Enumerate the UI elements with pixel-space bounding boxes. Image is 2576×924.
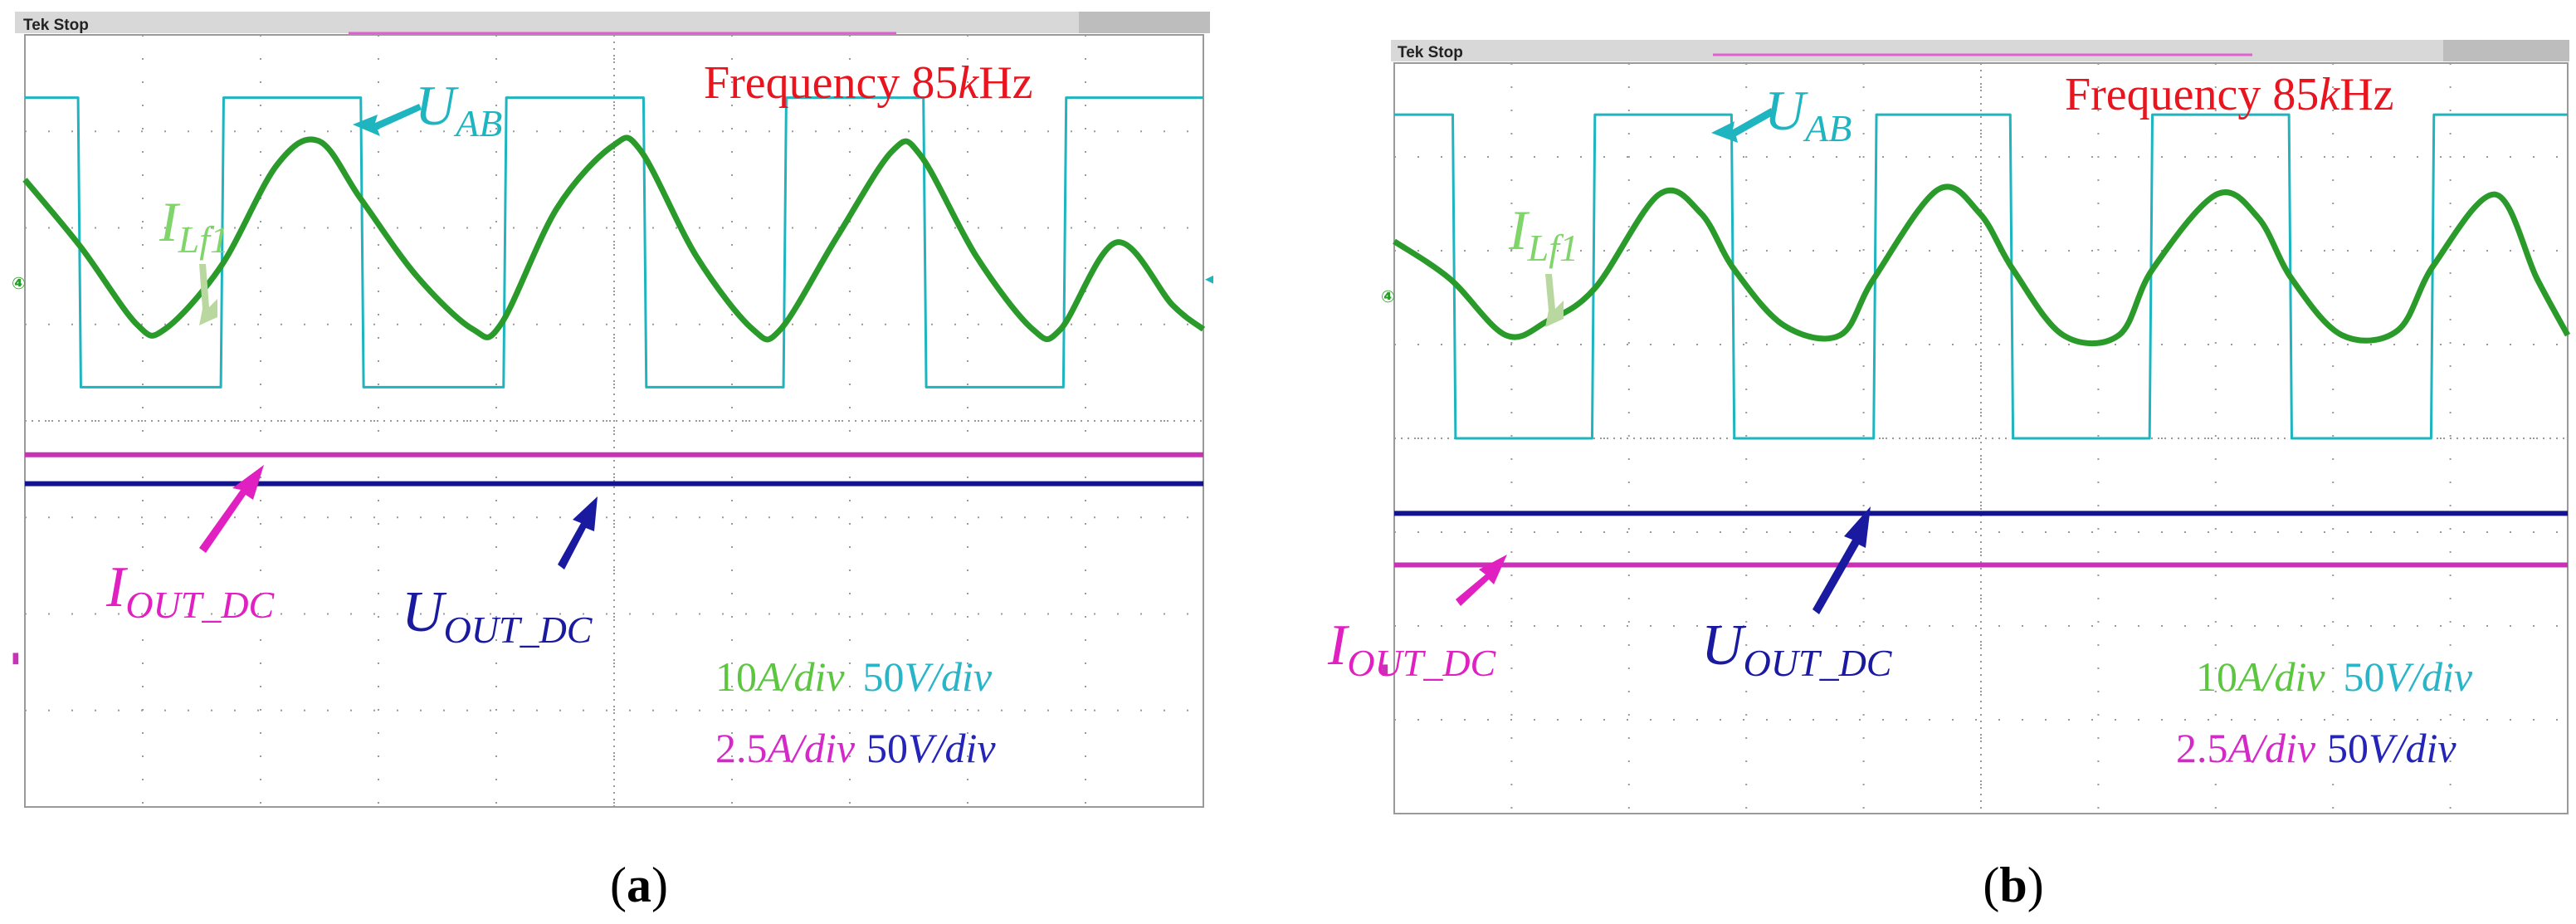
trace-i-lf1	[22, 134, 1206, 343]
oscilloscope-b: Tek Stop ⊕ ④ ▮ Frequency 85kHz UAB ILf1 …	[1298, 0, 2576, 924]
label-iout-dc: IOUT_DC	[105, 555, 276, 626]
arrow-iout-icon	[199, 465, 264, 553]
scale-row-2: 2.5A/div 50V/div	[2176, 725, 2456, 771]
arrow-uab-icon	[353, 104, 422, 136]
trace-u-ab	[25, 96, 1203, 389]
scale-row-2: 2.5A/div 50V/div	[715, 725, 996, 771]
oscilloscope-a: Tek Stop ⊕ ④ ▮ ◂ Frequency 85kHz UAB ILf…	[0, 0, 1278, 924]
label-uab: UAB	[415, 74, 502, 144]
scope-header: Tek Stop	[1398, 44, 1463, 61]
scope-header-bar	[1391, 40, 2569, 61]
scope-header-bar	[15, 12, 1210, 33]
frequency-title: Frequency 85kHz	[2065, 69, 2394, 120]
label-ilf1: ILf1	[1508, 198, 1578, 269]
arrow-uout-icon	[1812, 506, 1871, 614]
arrow-uab-icon	[1711, 108, 1774, 143]
channel-marker-4-icon: ④	[12, 275, 26, 293]
scope-panel-a: Tek Stop ⊕ ④ ▮ ◂ Frequency 85kHz UAB ILf…	[0, 0, 1278, 924]
scope-header-right	[2443, 40, 2569, 61]
channel-marker-4-icon: ④	[1381, 288, 1395, 306]
frequency-title: Frequency 85kHz	[704, 57, 1033, 109]
panel-label-a: (a)	[610, 858, 668, 912]
label-uout-dc: UOUT_DC	[1701, 614, 1893, 684]
scope-grid	[25, 35, 1203, 807]
channel-marker-3-icon: ▮	[1381, 661, 1389, 677]
label-uout-dc: UOUT_DC	[402, 580, 593, 651]
arrow-iout-icon	[1456, 555, 1507, 606]
ref-marker-icon: ◂	[1205, 270, 1213, 288]
label-ilf1: ILf1	[159, 190, 229, 261]
channel-marker-3-icon: ▮	[12, 649, 20, 666]
trace-u-ab	[1394, 113, 2568, 440]
arrow-ilf1-icon	[1545, 274, 1564, 327]
scope-grid	[1394, 63, 2568, 814]
traces	[1393, 113, 2571, 568]
scope-panel-b: Tek Stop ⊕ ④ ▮ Frequency 85kHz UAB ILf1 …	[1298, 0, 2576, 924]
label-iout-dc: IOUT_DC	[1327, 614, 1497, 684]
scale-row-1: 10A/div 50V/div	[2196, 653, 2473, 700]
traces	[22, 96, 1206, 486]
scope-header-right	[1079, 12, 1210, 33]
panel-label-b: (b)	[1983, 858, 2043, 912]
scale-row-1: 10A/div 50V/div	[715, 653, 993, 700]
arrow-uout-icon	[558, 496, 598, 570]
scope-header: Tek Stop	[23, 17, 89, 34]
arrow-ilf1-icon	[199, 264, 217, 325]
trace-i-lf1	[1393, 183, 2571, 346]
